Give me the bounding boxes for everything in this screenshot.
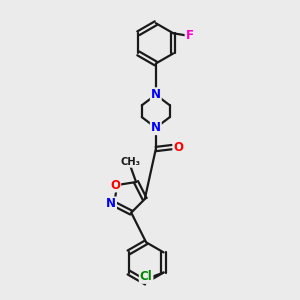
Text: F: F (186, 29, 194, 42)
Text: O: O (110, 178, 120, 191)
Text: Cl: Cl (140, 270, 152, 283)
Text: N: N (151, 88, 161, 101)
Text: N: N (106, 197, 116, 210)
Text: N: N (151, 121, 161, 134)
Text: O: O (173, 141, 183, 154)
Text: CH₃: CH₃ (120, 157, 140, 167)
